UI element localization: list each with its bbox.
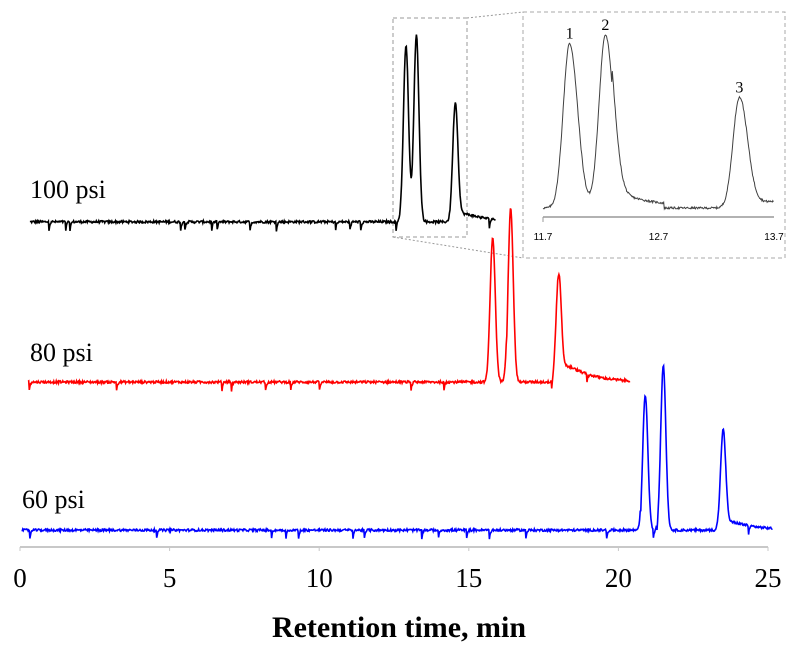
inset-tick-label: 13.7 (764, 232, 784, 243)
inset-tick-label: 12.7 (649, 232, 669, 243)
peak-label: 2 (601, 17, 609, 34)
x-tick-label: 20 (605, 563, 632, 593)
trace-label-60psi: 60 psi (22, 485, 85, 514)
trace-60psi (21, 363, 773, 540)
trace-label-100psi: 100 psi (30, 175, 106, 204)
trace-80psi (27, 208, 631, 392)
zoom-connector-top (466, 11, 524, 19)
zoom-region-box (392, 17, 468, 238)
inset: 1 2 3 11.7 12.7 13.7 (522, 11, 786, 259)
peak-label: 1 (566, 26, 574, 43)
zoom-connector-bottom (392, 236, 524, 259)
x-tick-label: 0 (13, 563, 27, 593)
x-tick-label: 10 (306, 563, 333, 593)
x-axis-label: Retention time, min (272, 611, 526, 644)
inset-trace (542, 34, 774, 211)
trace-label-80psi: 80 psi (30, 338, 93, 367)
trace-100psi (29, 34, 496, 232)
x-tick-label: 5 (163, 563, 177, 593)
inset-tick-label: 11.7 (534, 232, 553, 243)
x-tick-label: 15 (455, 563, 482, 593)
peak-label: 3 (735, 79, 743, 96)
inset-frame (522, 11, 786, 259)
x-tick-label: 25 (755, 563, 782, 593)
